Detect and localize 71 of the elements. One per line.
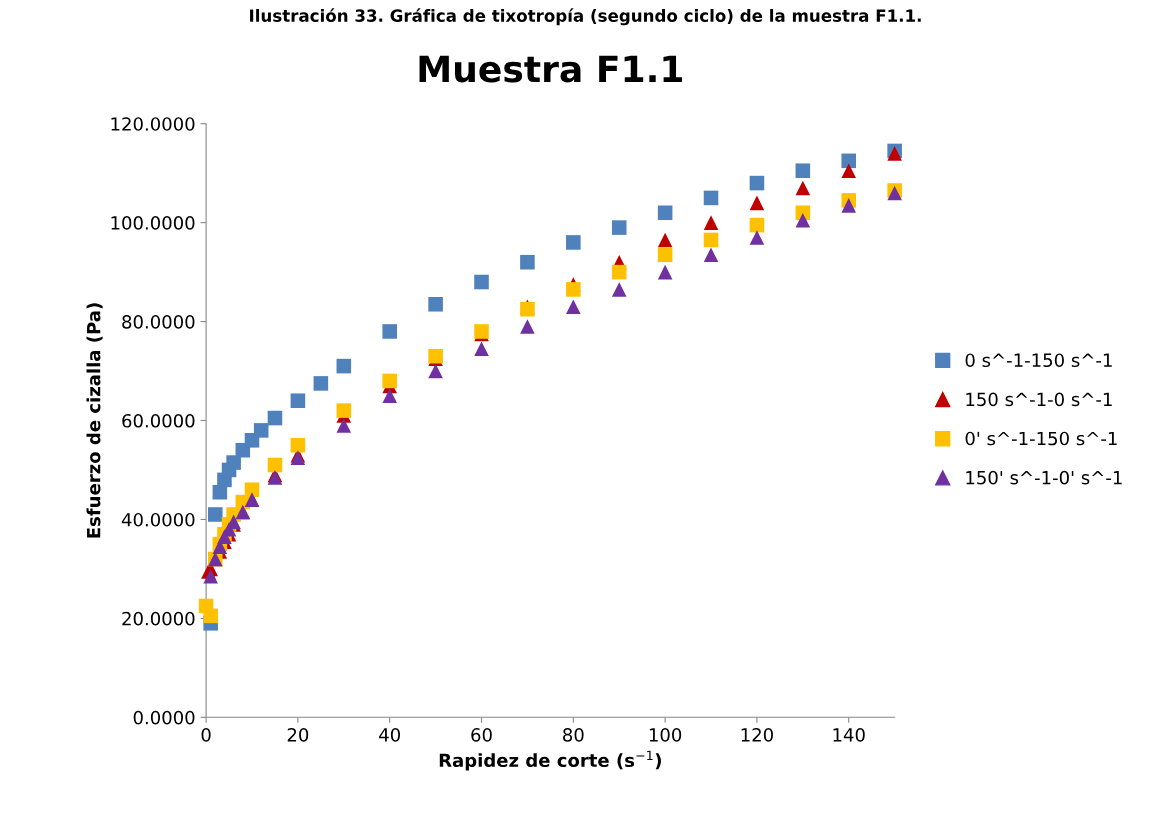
x-tick-label: 140: [833, 728, 865, 742]
point: [336, 418, 352, 433]
point: [382, 324, 397, 339]
point: [703, 247, 719, 263]
y-axis-title: Esfuerzo de cizalla (Pa): [86, 303, 103, 538]
point: [749, 175, 765, 191]
point: [795, 180, 811, 196]
point: [657, 232, 673, 248]
point: [749, 230, 765, 245]
point: [203, 569, 218, 584]
legend-label: 150 s^-1-0 s^-1: [966, 392, 1112, 407]
y-tick-label: 80.0000: [122, 315, 195, 329]
x-tick-label: 60: [471, 728, 492, 742]
point: [382, 388, 397, 404]
point: [474, 274, 489, 290]
point: [267, 410, 283, 426]
point: [611, 282, 627, 297]
y-tick-label: 40.0000: [121, 512, 195, 527]
point: [703, 190, 719, 206]
point: [474, 341, 489, 357]
x-tick-label: 0: [201, 728, 211, 742]
point: [703, 232, 719, 248]
point: [611, 220, 627, 235]
point: [290, 393, 306, 409]
point: [657, 205, 673, 221]
text: Ilustración 33. Gráfica de tixotropía (segundo ciclo) de la muestra F1.1.: [250, 8, 921, 26]
point: [203, 608, 218, 624]
point: [520, 319, 535, 334]
legend-label: 0 s^-1-150 s^-1: [965, 353, 1112, 368]
y-tick-label: 100.0000: [111, 216, 195, 230]
point: [226, 455, 241, 470]
point: [566, 299, 581, 315]
legend-label: 0' s^-1-150 s^-1: [965, 431, 1117, 446]
point: [267, 457, 283, 473]
point: [382, 373, 397, 389]
y-tick-label: 120.0000: [111, 117, 195, 131]
point: [253, 423, 269, 438]
x-tick-label: 80: [563, 728, 584, 742]
point: [566, 282, 581, 297]
point: [657, 247, 673, 263]
point: [212, 484, 228, 500]
point: [520, 254, 535, 270]
point: [313, 376, 329, 391]
point: [611, 264, 627, 280]
point: [244, 482, 260, 498]
point: [841, 153, 857, 169]
legend-label: 150' s^-1-0' s^-1: [966, 470, 1122, 485]
x-tick-label: 20: [287, 728, 309, 742]
point: [749, 217, 765, 233]
chart-title: Muestra F1.1: [419, 55, 683, 83]
point: [795, 163, 811, 178]
point: [336, 358, 352, 374]
x-tick-label: 120: [741, 728, 773, 742]
point: [657, 264, 673, 280]
y-tick-label: 0.0000: [133, 710, 195, 725]
point: [290, 437, 306, 453]
point: [795, 212, 811, 228]
point: [841, 163, 857, 178]
point: [566, 235, 581, 250]
point: [336, 403, 352, 418]
point: [428, 296, 443, 312]
point: [703, 215, 719, 230]
x-tick-label: 40: [379, 728, 400, 742]
y-tick-label: 20.0000: [122, 611, 195, 626]
point: [749, 195, 765, 211]
point: [207, 507, 223, 522]
x-tick-label: 100: [649, 728, 682, 742]
point: [841, 198, 857, 213]
y-tick-label: 60.0000: [122, 413, 195, 428]
point: [428, 363, 443, 379]
x-axis-title: Rapidez de corte (s$^{−1}$): [439, 750, 661, 771]
